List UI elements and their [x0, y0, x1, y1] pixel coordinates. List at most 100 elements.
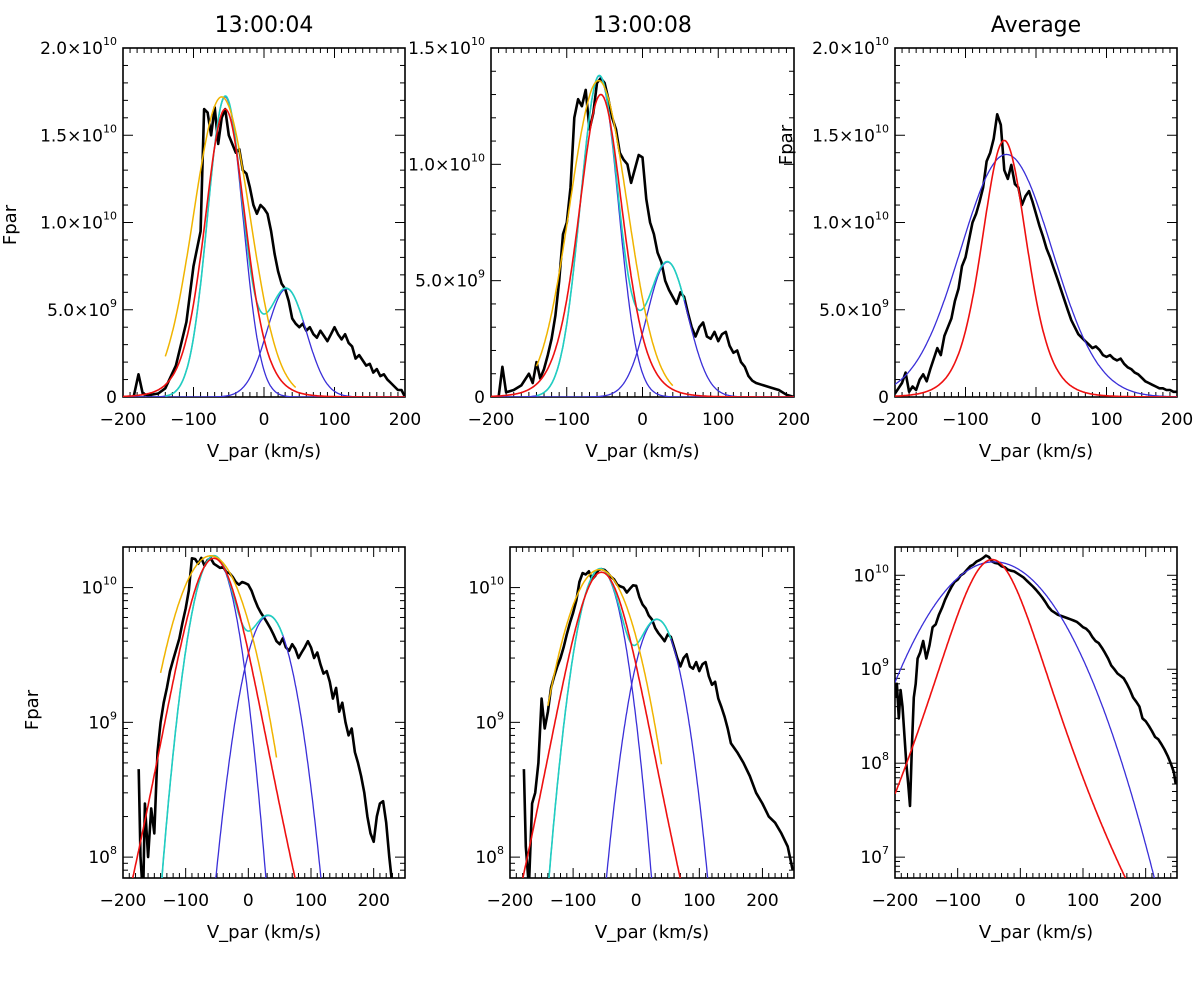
y-tick-mantissa: 5.0×10 [819, 301, 882, 321]
y-tick-label: 2.0×1010 [812, 35, 889, 59]
y-tick-mantissa: 1.5×10 [40, 126, 103, 146]
y-tick-label: 109 [860, 656, 889, 680]
series-sum-fit [165, 95, 304, 397]
x-tick-label: 200 [389, 410, 421, 430]
chart-title: Average [991, 13, 1081, 38]
y-ticks [123, 47, 405, 398]
x-ticks [509, 547, 795, 878]
y-tick-label: 5.0×109 [47, 297, 117, 321]
y-tick-mantissa: 10 [81, 579, 103, 599]
y-tick-mantissa: 0 [878, 388, 889, 408]
y-tick-label: 109 [475, 709, 504, 733]
series-group [895, 113, 1177, 397]
y-tick-exponent: 9 [110, 297, 117, 310]
x-axis-label: V_par (km/s) [585, 441, 699, 462]
series-group [522, 567, 794, 878]
x-tick-label: −100 [550, 891, 597, 911]
y-tick-exponent: 10 [103, 35, 117, 48]
y-tick-exponent: 8 [882, 750, 889, 763]
series-kappa-fit [895, 558, 1127, 878]
y-ticks [491, 47, 794, 398]
series-kappa-fit [123, 108, 405, 397]
y-tick-mantissa: 5.0×10 [415, 272, 478, 292]
chart-title: 13:00:08 [593, 13, 692, 38]
x-tick-label: −100 [942, 410, 989, 430]
y-tick-mantissa: 10 [853, 566, 875, 586]
y-ticks [123, 546, 405, 879]
y-ticks [895, 47, 1177, 398]
series-observed [123, 106, 405, 397]
y-tick-label: 5.0×109 [415, 268, 485, 292]
x-tick-label: −100 [162, 891, 209, 911]
y-tick-label: 1.5×1010 [40, 122, 117, 146]
y-tick-exponent: 10 [875, 562, 889, 575]
y-tick-exponent: 9 [882, 656, 889, 669]
series-group [123, 95, 405, 397]
x-axis-label: V_par (km/s) [979, 922, 1093, 943]
y-tick-exponent: 9 [478, 268, 485, 281]
x-tick-label: 0 [1031, 410, 1042, 430]
series-group [491, 74, 794, 397]
plot-frame [894, 47, 1178, 398]
y-tick-mantissa: 10 [88, 713, 110, 733]
y-tick-label: 5.0×109 [819, 297, 889, 321]
y-tick-label: 1.0×1010 [812, 210, 889, 234]
y-axis-label: Fpar [22, 689, 43, 730]
y-tick-mantissa: 10 [468, 579, 490, 599]
y-tick-mantissa: 1.5×10 [408, 39, 471, 59]
y-tick-label: 0 [878, 388, 889, 408]
x-tick-label: 100 [683, 891, 715, 911]
y-tick-exponent: 10 [471, 151, 485, 164]
series-observed [895, 113, 1177, 395]
series-observed [491, 76, 794, 397]
y-axis-label: Fpar [0, 204, 21, 245]
x-tick-label: −200 [487, 891, 534, 911]
y-tick-mantissa: 10 [860, 848, 882, 868]
y-tick-mantissa: 10 [475, 848, 497, 868]
y-tick-label: 0 [474, 388, 485, 408]
y-axis-label: Fpar [776, 124, 797, 165]
y-tick-mantissa: 2.0×10 [812, 39, 875, 59]
x-tick-label: 0 [243, 891, 254, 911]
x-tick-label: −200 [872, 891, 919, 911]
x-tick-label: 100 [702, 410, 734, 430]
x-tick-label: 100 [1067, 891, 1099, 911]
y-tick-label: 108 [475, 844, 504, 868]
x-axis-label: V_par (km/s) [979, 441, 1093, 462]
x-tick-label: −100 [934, 891, 981, 911]
series-kappa-fit [131, 557, 296, 878]
y-tick-exponent: 7 [882, 844, 889, 857]
x-tick-label: 0 [259, 410, 270, 430]
y-tick-exponent: 10 [103, 210, 117, 223]
series-partial-fit [164, 96, 297, 388]
y-tick-label: 1010 [853, 562, 889, 586]
series-gaussian-core [123, 96, 405, 397]
y-tick-label: 1010 [468, 575, 504, 599]
series-group [895, 554, 1177, 878]
y-tick-label: 1.0×1010 [40, 210, 117, 234]
series-kappa-fit [895, 139, 1177, 397]
y-tick-exponent: 10 [471, 35, 485, 48]
y-tick-label: 107 [860, 844, 889, 868]
y-tick-mantissa: 1.0×10 [812, 214, 875, 234]
x-tick-label: 200 [746, 891, 778, 911]
x-ticks [894, 48, 1178, 397]
chart-title: 13:00:04 [215, 13, 314, 38]
y-tick-mantissa: 1.0×10 [408, 155, 471, 175]
plot-frame [122, 546, 406, 879]
x-tick-label: 200 [1161, 410, 1193, 430]
y-tick-exponent: 10 [103, 122, 117, 135]
y-tick-mantissa: 1.0×10 [40, 214, 103, 234]
y-tick-exponent: 10 [875, 122, 889, 135]
series-partial-fit [547, 568, 663, 765]
x-axis-label: V_par (km/s) [207, 922, 321, 943]
plot-frame [490, 47, 795, 398]
x-tick-label: 200 [778, 410, 810, 430]
y-tick-exponent: 8 [497, 844, 504, 857]
series-gaussian-beam [123, 288, 405, 397]
y-tick-mantissa: 0 [474, 388, 485, 408]
y-tick-label: 1.5×1010 [812, 122, 889, 146]
y-tick-exponent: 10 [103, 575, 117, 588]
x-tick-label: −100 [543, 410, 590, 430]
